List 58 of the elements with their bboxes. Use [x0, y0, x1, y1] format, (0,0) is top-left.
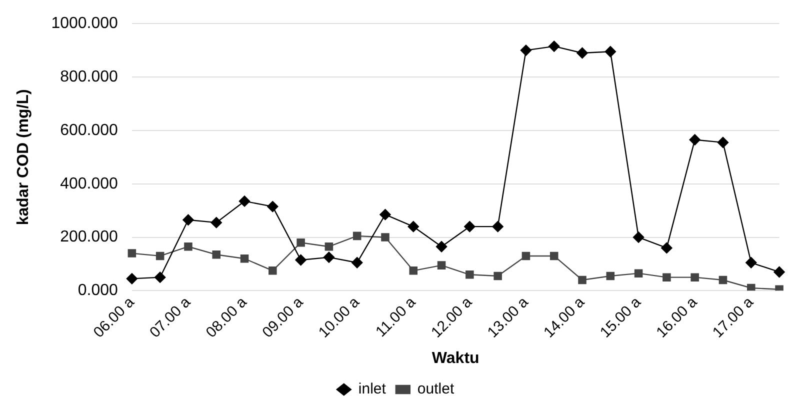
- point: [210, 216, 222, 228]
- point: [182, 214, 194, 226]
- y-tick-label: 1000.000: [51, 15, 118, 32]
- point: [295, 254, 306, 266]
- point: [240, 254, 249, 263]
- point: [717, 136, 729, 148]
- point: [380, 208, 391, 220]
- point: [548, 40, 560, 52]
- y-tick-label: 800.000: [60, 68, 118, 86]
- point: [689, 134, 700, 146]
- point: [466, 270, 474, 279]
- point: [634, 269, 643, 278]
- y-tick-label: 200.000: [60, 228, 118, 246]
- point: [156, 252, 164, 260]
- point: [522, 252, 530, 260]
- point: [408, 220, 419, 232]
- point: [268, 266, 277, 275]
- point: [128, 249, 136, 258]
- point: [661, 242, 672, 254]
- point: [690, 273, 699, 282]
- x-axis-title: Waktu: [432, 350, 480, 367]
- point: [409, 266, 418, 275]
- point: [520, 44, 532, 56]
- point: [604, 46, 616, 58]
- point: [324, 242, 334, 251]
- point: [351, 257, 363, 268]
- legend-label: outlet: [417, 380, 455, 398]
- point: [437, 261, 446, 270]
- point: [464, 220, 476, 232]
- point: [718, 276, 728, 284]
- point: [267, 200, 278, 212]
- point: [238, 196, 250, 207]
- point: [184, 242, 192, 251]
- point: [576, 47, 588, 59]
- point: [436, 241, 448, 252]
- point: [296, 238, 305, 247]
- point: [212, 250, 221, 259]
- point: [746, 257, 757, 268]
- point: [578, 276, 586, 284]
- point: [632, 232, 644, 243]
- point: [352, 232, 362, 240]
- point: [746, 284, 756, 291]
- point: [381, 233, 390, 242]
- point: [662, 273, 671, 282]
- point: [154, 272, 166, 283]
- point: [550, 252, 558, 260]
- y-axis-title: kadar COD (mg/L): [15, 89, 32, 226]
- point: [494, 272, 502, 280]
- y-tick-label: 400.000: [60, 175, 118, 192]
- legend-label: inlet: [358, 380, 387, 398]
- point: [774, 266, 785, 278]
- y-tick-label: 600.000: [60, 122, 118, 139]
- y-tick-label: 0.000: [78, 282, 118, 300]
- point: [126, 273, 138, 284]
- point: [775, 285, 784, 291]
- point: [492, 220, 504, 232]
- point: [606, 272, 615, 280]
- point: [323, 252, 335, 263]
